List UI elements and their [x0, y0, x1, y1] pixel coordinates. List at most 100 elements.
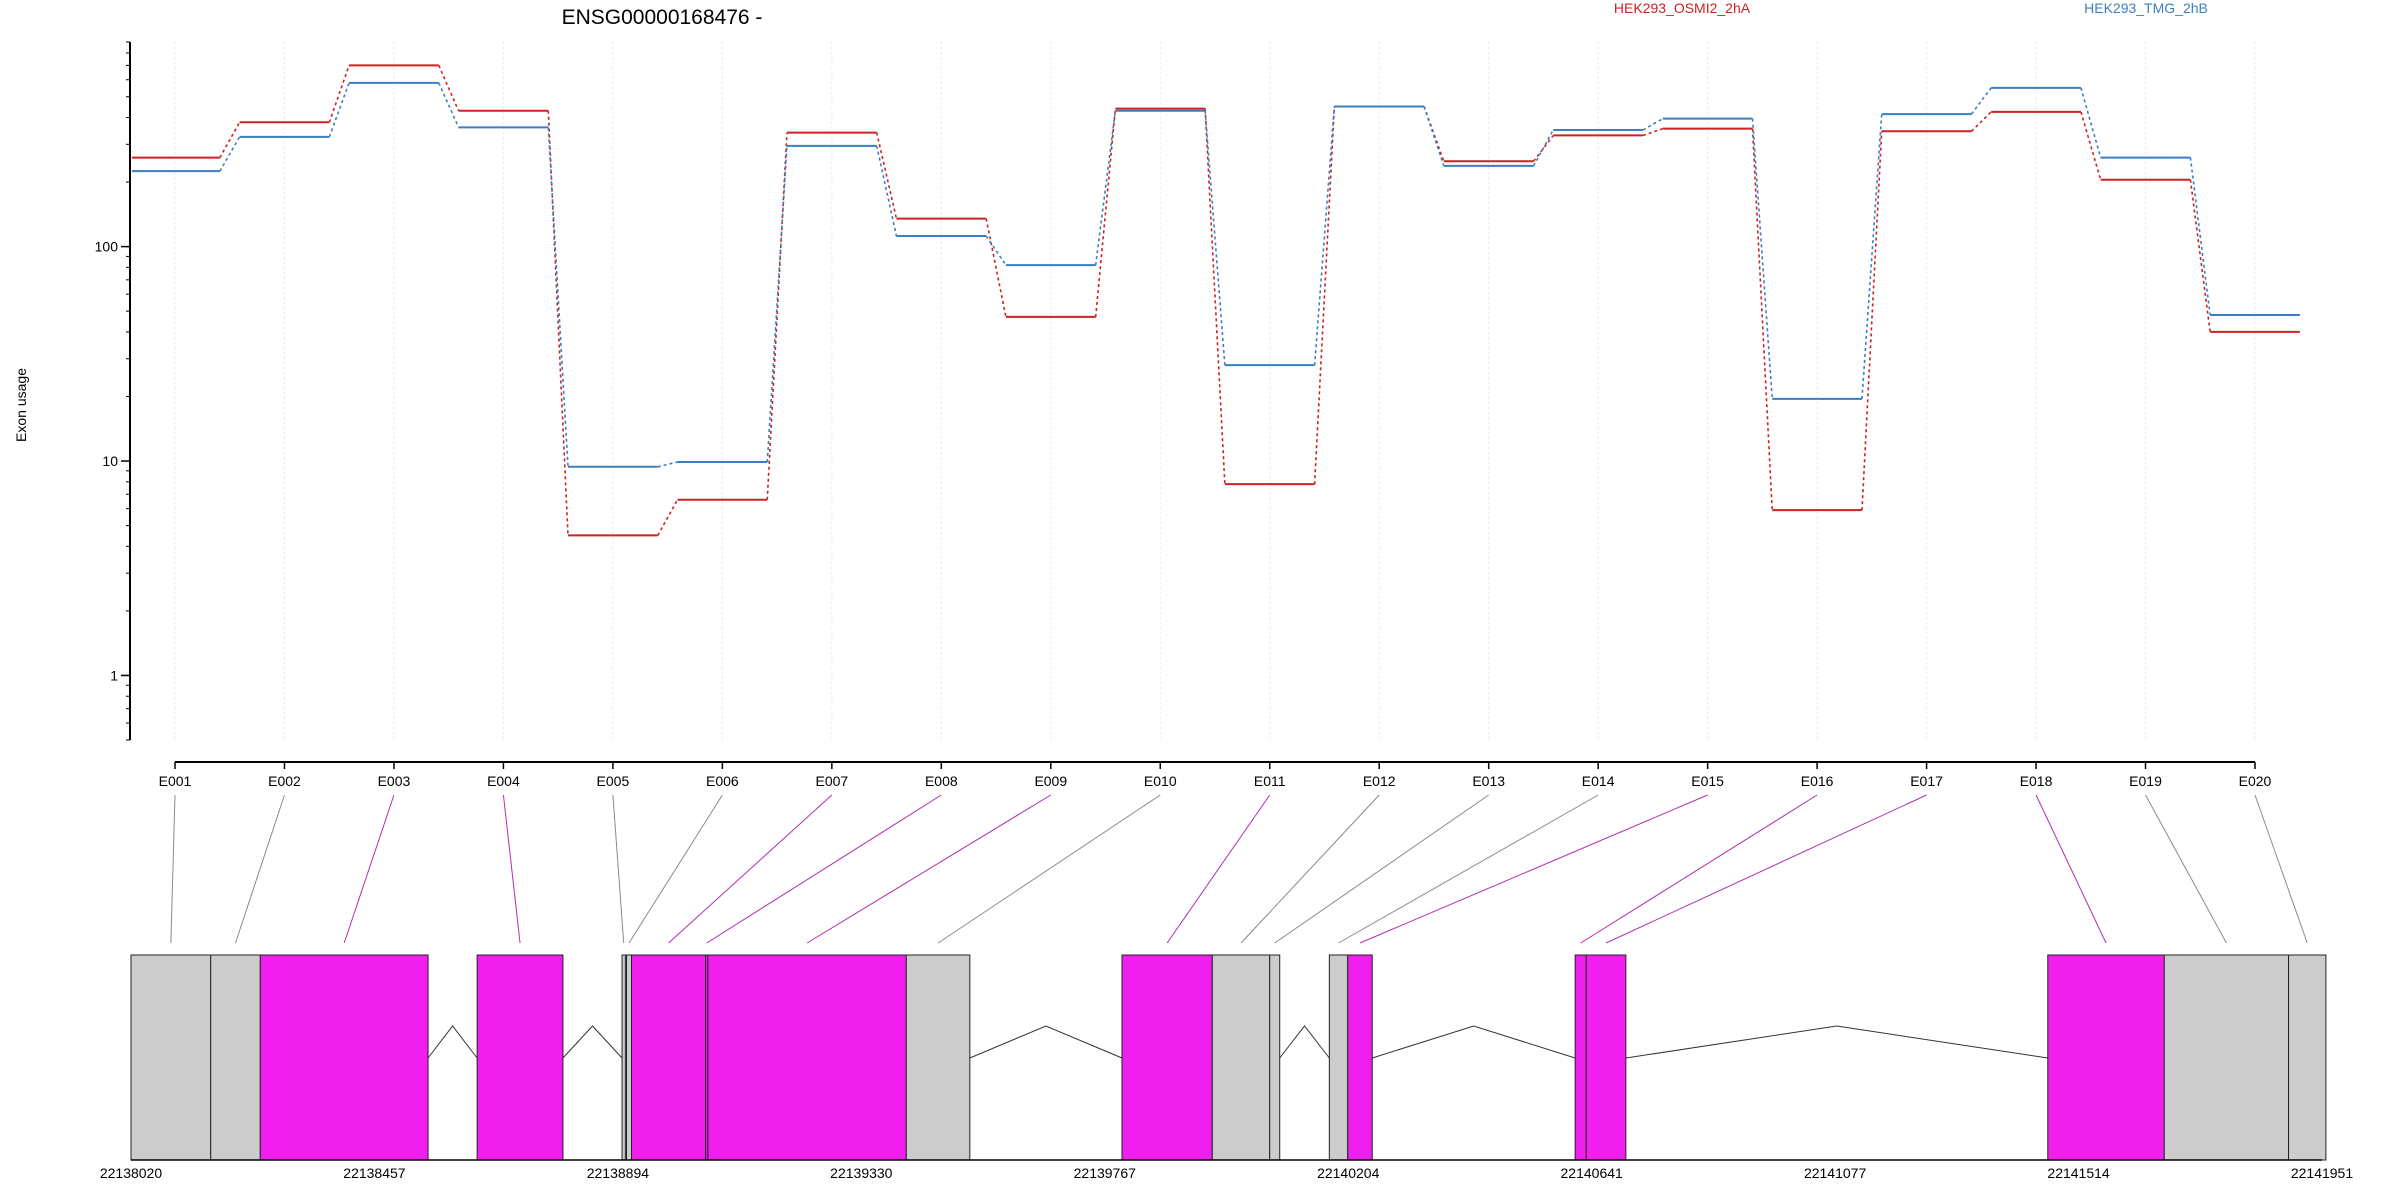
x-tick-label-E010: E010: [1144, 773, 1177, 789]
exon-E010: [905, 954, 971, 1161]
exon-E011: [1121, 954, 1213, 1161]
series-2-connector: [1532, 129, 1554, 167]
exon-E006: [625, 954, 633, 1161]
exon-E017: [1585, 954, 1627, 1161]
series-1-connector: [985, 218, 1007, 318]
x-tick-label-E003: E003: [378, 773, 411, 789]
exon-E003: [259, 954, 429, 1161]
y-tick-label: 10: [102, 453, 118, 469]
x-tick-label-E009: E009: [1034, 773, 1067, 789]
x-tick-label-E007: E007: [815, 773, 848, 789]
exon-connector-lines: [170, 794, 2308, 944]
x-tick-label-E016: E016: [1801, 773, 1834, 789]
coordinate-tick-label: 22140641: [1561, 1165, 1624, 1181]
series-1-connector: [1970, 111, 1992, 132]
series-1-connector: [328, 65, 350, 123]
exon-E001: [130, 954, 212, 1161]
connector-E020: [2254, 794, 2308, 944]
series-2-connector: [1861, 114, 1883, 399]
series-2-connector: [1313, 106, 1336, 366]
connector-E006: [628, 794, 723, 944]
series-2-connector: [438, 82, 460, 128]
x-tick-label-E019: E019: [2129, 773, 2162, 789]
connector-E003: [343, 794, 395, 944]
series-1-connector: [657, 499, 679, 536]
connector-E017: [1605, 794, 1927, 944]
exon-E002: [210, 954, 261, 1161]
series-1-connector: [1094, 108, 1117, 317]
series-1-connector: [1313, 106, 1336, 485]
series-1-connector: [2189, 179, 2211, 333]
coordinate-tick-label: 22139330: [830, 1165, 893, 1181]
exon-E020: [2288, 954, 2327, 1161]
x-tick-label-E006: E006: [706, 773, 739, 789]
series-2-connector: [1204, 110, 1226, 366]
exon-E018: [2047, 954, 2165, 1161]
series-1-connector: [1861, 131, 1883, 511]
gene-model: [130, 954, 2327, 1161]
x-tick-label-E005: E005: [597, 773, 630, 789]
series-2-connector: [875, 145, 898, 237]
x-tick-label-E020: E020: [2239, 773, 2272, 789]
connector-E002: [235, 794, 285, 944]
connector-E014: [1338, 794, 1599, 944]
exon-E009: [707, 954, 907, 1161]
connector-E009: [806, 794, 1052, 944]
coordinate-tick-label: 22138020: [100, 1165, 163, 1181]
series-2-connector: [2189, 157, 2211, 316]
x-axis: E001 E002 E003 E004 E005 E006 E007 E008 E009 E010…: [159, 761, 2272, 789]
intron: [427, 1025, 478, 1059]
series-1: [132, 64, 2300, 537]
connector-E019: [2145, 794, 2227, 944]
series-2-connector: [2080, 87, 2102, 158]
connector-E008: [706, 794, 942, 944]
exon-E016: [1574, 954, 1587, 1161]
intron: [1625, 1025, 2048, 1059]
series-1-connector: [766, 132, 788, 500]
connector-E016: [1580, 794, 1818, 944]
connector-E001: [170, 794, 176, 944]
series-1-connector: [1751, 128, 1774, 511]
series-1-connector: [1423, 106, 1445, 162]
vertical-gridlines: [174, 42, 2256, 740]
series-2-connector: [1094, 110, 1117, 266]
coordinate-tick-label: 22139767: [1074, 1165, 1137, 1181]
x-tick-label-E015: E015: [1691, 773, 1724, 789]
series-2-connector: [219, 136, 241, 172]
series-2-connector: [657, 461, 678, 468]
connector-E004: [502, 794, 521, 944]
series-2-connector: [766, 145, 788, 463]
series-1-connector: [438, 65, 460, 112]
x-tick-label-E017: E017: [1910, 773, 1943, 789]
y-tick-label: 100: [95, 239, 119, 255]
x-tick-label-E012: E012: [1363, 773, 1396, 789]
x-tick-label-E011: E011: [1254, 773, 1286, 789]
y-axis: 1 10 100: [95, 41, 131, 741]
x-tick-label-E002: E002: [268, 773, 301, 789]
legend-entry-series-1: HEK293_OSMI2_2hA: [1614, 0, 1751, 16]
coordinate-tick-label: 22138457: [343, 1165, 406, 1181]
coordinate-tick-label: 22141951: [2291, 1165, 2354, 1181]
connector-E007: [668, 794, 833, 944]
chart-title: ENSG00000168476 -: [562, 6, 763, 29]
series-1-connector: [219, 121, 241, 159]
exon-E007: [631, 954, 707, 1161]
series-2-connector: [1642, 117, 1664, 131]
intron: [1372, 1025, 1576, 1059]
legend-entry-series-2: HEK293_TMG_2hB: [2084, 0, 2208, 16]
coordinate-tick-label: 22140204: [1317, 1165, 1380, 1181]
x-tick-label-E018: E018: [2020, 773, 2053, 789]
exon-E012: [1211, 954, 1271, 1161]
connector-E013: [1274, 794, 1489, 944]
series-2-connector: [328, 82, 350, 138]
connector-E010: [937, 794, 1161, 944]
series-2: [132, 81, 2300, 468]
exon-E019: [2163, 954, 2290, 1161]
series-2-connector: [547, 127, 569, 467]
connector-E015: [1359, 794, 1708, 944]
series-1-connector: [1204, 108, 1226, 485]
series-2-connector: [1751, 118, 1774, 399]
series-1-connector: [875, 132, 898, 219]
intron: [969, 1025, 1123, 1059]
x-tick-label-E013: E013: [1472, 773, 1505, 789]
